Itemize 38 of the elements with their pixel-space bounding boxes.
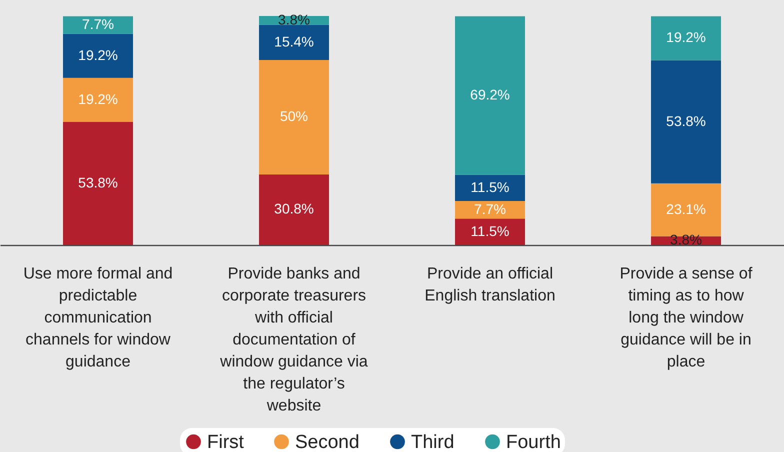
data-label: 19.2% <box>78 90 118 107</box>
legend-label: First <box>207 432 245 452</box>
bar <box>63 16 133 34</box>
bar <box>651 60 721 184</box>
data-label: 11.5% <box>470 222 510 239</box>
bar <box>63 122 133 245</box>
bar <box>63 78 133 122</box>
data-label: 30.8% <box>274 200 314 217</box>
bar <box>63 34 133 78</box>
x-tick-label: Provide a sense of timing as to how long the window guidance will be in place <box>620 266 753 370</box>
data-label: 69.2% <box>470 86 510 102</box>
data-label: 23.1% <box>666 200 706 217</box>
bar <box>455 201 525 219</box>
bar <box>651 183 721 236</box>
data-label: 15.4% <box>274 33 314 50</box>
legend-label: Second <box>295 432 360 452</box>
data-label: 53.8% <box>78 174 118 190</box>
x-tick-label: Provide banks and corporate treasurers with official documentation of window guidance via the regulator’s website <box>219 266 368 414</box>
bar <box>455 16 525 175</box>
data-label: 3.8% <box>670 232 702 248</box>
data-label: 19.2% <box>666 29 706 46</box>
bar <box>259 60 329 174</box>
bar <box>259 174 329 245</box>
legend-label: Third <box>411 432 454 452</box>
x-tick-label: Provide an official English translation <box>424 266 556 304</box>
data-label: 50% <box>280 108 308 124</box>
data-label: 11.5% <box>470 178 510 195</box>
data-label: 19.2% <box>78 46 118 63</box>
bar <box>455 218 525 245</box>
bar <box>455 174 525 202</box>
data-label: 7.7% <box>82 16 114 32</box>
data-label: 53.8% <box>666 112 706 129</box>
x-tick-label: Use more formal and predictable communication channels for window guidance <box>23 266 173 370</box>
bar <box>651 16 721 60</box>
data-label: 7.7% <box>474 200 506 217</box>
legend-label: Fourth <box>506 432 561 452</box>
data-label: 3.8% <box>278 11 310 28</box>
bar <box>259 24 329 60</box>
